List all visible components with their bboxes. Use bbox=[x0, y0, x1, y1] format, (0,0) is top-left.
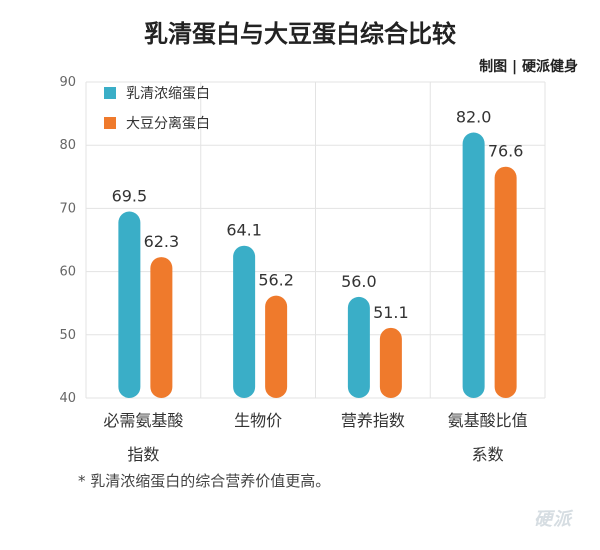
category-label: 氨基酸比值 bbox=[448, 411, 528, 430]
data-label: 51.1 bbox=[373, 303, 409, 322]
footnote: * 乳清浓缩蛋白的综合营养价值更高。 bbox=[78, 472, 331, 490]
category-label: 系数 bbox=[472, 445, 504, 464]
bar bbox=[150, 257, 173, 398]
bar bbox=[379, 327, 402, 398]
data-label: 76.6 bbox=[488, 142, 524, 161]
data-label: 64.1 bbox=[226, 221, 262, 240]
data-label: 56.2 bbox=[258, 271, 294, 290]
data-label: 62.3 bbox=[144, 232, 180, 251]
legend-swatch bbox=[104, 117, 116, 129]
y-tick-label: 40 bbox=[59, 391, 76, 406]
y-axis-ticks: 40 50 60 70 80 90 bbox=[59, 75, 76, 406]
watermark: 硬派 bbox=[534, 509, 572, 530]
data-label: 56.0 bbox=[341, 272, 377, 291]
category-label: 必需氨基酸 bbox=[103, 411, 183, 430]
legend-swatch bbox=[104, 87, 116, 99]
legend-label: 乳清浓缩蛋白 bbox=[126, 86, 210, 102]
bars bbox=[118, 132, 517, 398]
bar bbox=[118, 211, 141, 398]
chart-title: 乳清蛋白与大豆蛋白综合比较 bbox=[144, 20, 456, 48]
grid-lines bbox=[85, 81, 546, 399]
y-tick-label: 60 bbox=[59, 265, 76, 280]
credit-label: 制图 | 硬派健身 bbox=[479, 59, 578, 75]
data-label: 69.5 bbox=[112, 187, 148, 206]
category-label: 指数 bbox=[127, 445, 159, 464]
bar bbox=[494, 166, 517, 398]
bar bbox=[347, 296, 370, 398]
data-label: 82.0 bbox=[456, 108, 492, 127]
category-label: 生物价 bbox=[234, 411, 282, 430]
data-labels: 69.5 64.1 56.0 82.0 62.3 56.2 51.1 76.6 bbox=[112, 108, 524, 322]
bar bbox=[265, 295, 288, 398]
y-tick-label: 80 bbox=[59, 138, 76, 153]
bar bbox=[462, 132, 485, 398]
y-tick-label: 90 bbox=[59, 75, 76, 90]
y-tick-label: 50 bbox=[59, 328, 76, 343]
y-tick-label: 70 bbox=[59, 201, 76, 216]
bar bbox=[233, 245, 256, 398]
legend-label: 大豆分离蛋白 bbox=[126, 115, 210, 132]
category-label: 营养指数 bbox=[341, 411, 405, 430]
